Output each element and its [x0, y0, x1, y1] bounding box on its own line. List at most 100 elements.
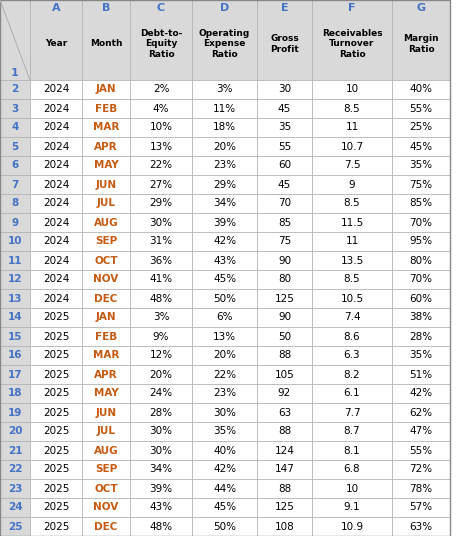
Bar [257, 270, 312, 289]
Text: 72%: 72% [409, 465, 433, 474]
Text: 11: 11 [345, 236, 359, 247]
Bar [257, 327, 312, 346]
Bar [192, 365, 257, 384]
Bar [257, 403, 312, 422]
Bar [392, 327, 450, 346]
Bar [312, 517, 392, 536]
Text: 70%: 70% [409, 274, 433, 285]
Text: 25: 25 [8, 522, 22, 532]
Text: 8.5: 8.5 [344, 274, 361, 285]
Text: 147: 147 [275, 465, 294, 474]
Text: 20: 20 [8, 427, 22, 436]
Text: 78%: 78% [409, 483, 433, 494]
Text: 45: 45 [278, 180, 291, 190]
Bar [392, 460, 450, 479]
Bar [0, 403, 30, 422]
Text: 34%: 34% [150, 465, 172, 474]
Text: 20%: 20% [213, 351, 236, 361]
Bar [392, 384, 450, 403]
Bar [312, 346, 392, 365]
Bar [30, 137, 82, 156]
Text: 42%: 42% [213, 465, 236, 474]
Bar [192, 460, 257, 479]
Text: 88: 88 [278, 483, 291, 494]
Text: E: E [281, 3, 288, 13]
Text: 8.6: 8.6 [344, 331, 361, 341]
Bar [312, 251, 392, 270]
Bar [257, 213, 312, 232]
Bar [257, 0, 312, 80]
Bar [312, 118, 392, 137]
Text: 22%: 22% [150, 160, 172, 170]
Bar [130, 422, 192, 441]
Text: 45: 45 [278, 103, 291, 114]
Text: AUG: AUG [94, 218, 118, 227]
Text: 12%: 12% [150, 351, 172, 361]
Bar [30, 384, 82, 403]
Text: Margin
Ratio: Margin Ratio [403, 34, 439, 54]
Bar [192, 213, 257, 232]
Bar [392, 517, 450, 536]
Bar [0, 327, 30, 346]
Bar [82, 175, 130, 194]
Text: 92: 92 [278, 389, 291, 398]
Text: MAR: MAR [93, 123, 119, 132]
Bar [392, 346, 450, 365]
Bar [192, 80, 257, 99]
Bar [0, 118, 30, 137]
Bar [392, 365, 450, 384]
Text: 2%: 2% [153, 85, 169, 94]
Text: OCT: OCT [94, 256, 118, 265]
Bar [0, 346, 30, 365]
Text: 10.5: 10.5 [341, 294, 363, 303]
Bar [312, 213, 392, 232]
Text: 2025: 2025 [43, 483, 69, 494]
Bar [130, 80, 192, 99]
Text: 2024: 2024 [43, 218, 69, 227]
Text: 6.3: 6.3 [344, 351, 361, 361]
Text: 10.7: 10.7 [341, 142, 363, 152]
Bar [0, 441, 30, 460]
Text: 20%: 20% [150, 369, 172, 379]
Bar [130, 194, 192, 213]
Bar [312, 308, 392, 327]
Text: JUN: JUN [95, 407, 116, 418]
Text: 10: 10 [8, 236, 22, 247]
Text: 3%: 3% [216, 85, 233, 94]
Bar [257, 365, 312, 384]
Bar [82, 517, 130, 536]
Text: 35%: 35% [409, 160, 433, 170]
Bar [82, 194, 130, 213]
Bar [192, 270, 257, 289]
Bar [30, 156, 82, 175]
Text: 62%: 62% [409, 407, 433, 418]
Text: 55: 55 [278, 142, 291, 152]
Bar [312, 498, 392, 517]
Text: 39%: 39% [213, 218, 236, 227]
Text: 2024: 2024 [43, 123, 69, 132]
Text: 45%: 45% [213, 274, 236, 285]
Bar [392, 80, 450, 99]
Text: 8.1: 8.1 [344, 445, 361, 456]
Text: 21: 21 [8, 445, 22, 456]
Bar [130, 403, 192, 422]
Bar [257, 498, 312, 517]
Bar [312, 365, 392, 384]
Text: F: F [348, 3, 356, 13]
Bar [82, 327, 130, 346]
Bar [192, 118, 257, 137]
Text: 3%: 3% [153, 312, 169, 323]
Text: 30%: 30% [150, 218, 172, 227]
Bar [392, 479, 450, 498]
Bar [130, 137, 192, 156]
Text: APR: APR [94, 369, 118, 379]
Text: 11.5: 11.5 [341, 218, 364, 227]
Bar [0, 460, 30, 479]
Text: 28%: 28% [409, 331, 433, 341]
Text: 50: 50 [278, 331, 291, 341]
Text: 88: 88 [278, 427, 291, 436]
Bar [192, 422, 257, 441]
Bar [192, 384, 257, 403]
Bar [312, 270, 392, 289]
Bar [130, 479, 192, 498]
